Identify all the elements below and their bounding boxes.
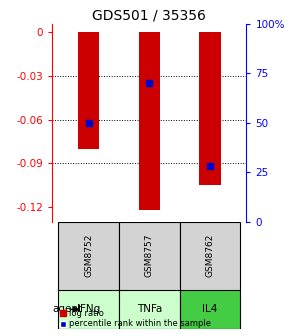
Text: GSM8757: GSM8757 [145,234,154,278]
Bar [78,32,99,149]
Bar [58,290,119,329]
Bar [180,222,240,290]
Text: GSM8762: GSM8762 [206,234,215,277]
Legend: log ratio, percentile rank within the sample: log ratio, percentile rank within the sa… [56,305,214,332]
Bar [200,32,221,185]
Text: GSM8752: GSM8752 [84,234,93,277]
Bar [119,222,180,290]
Bar [119,290,180,329]
Bar [180,290,240,329]
Text: IL4: IL4 [202,304,218,314]
Text: TNFa: TNFa [137,304,162,314]
Bar [58,222,119,290]
Title: GDS501 / 35356: GDS501 / 35356 [93,8,206,23]
Text: agent: agent [52,304,82,314]
Bar [139,32,160,210]
Text: IFNg: IFNg [77,304,100,314]
